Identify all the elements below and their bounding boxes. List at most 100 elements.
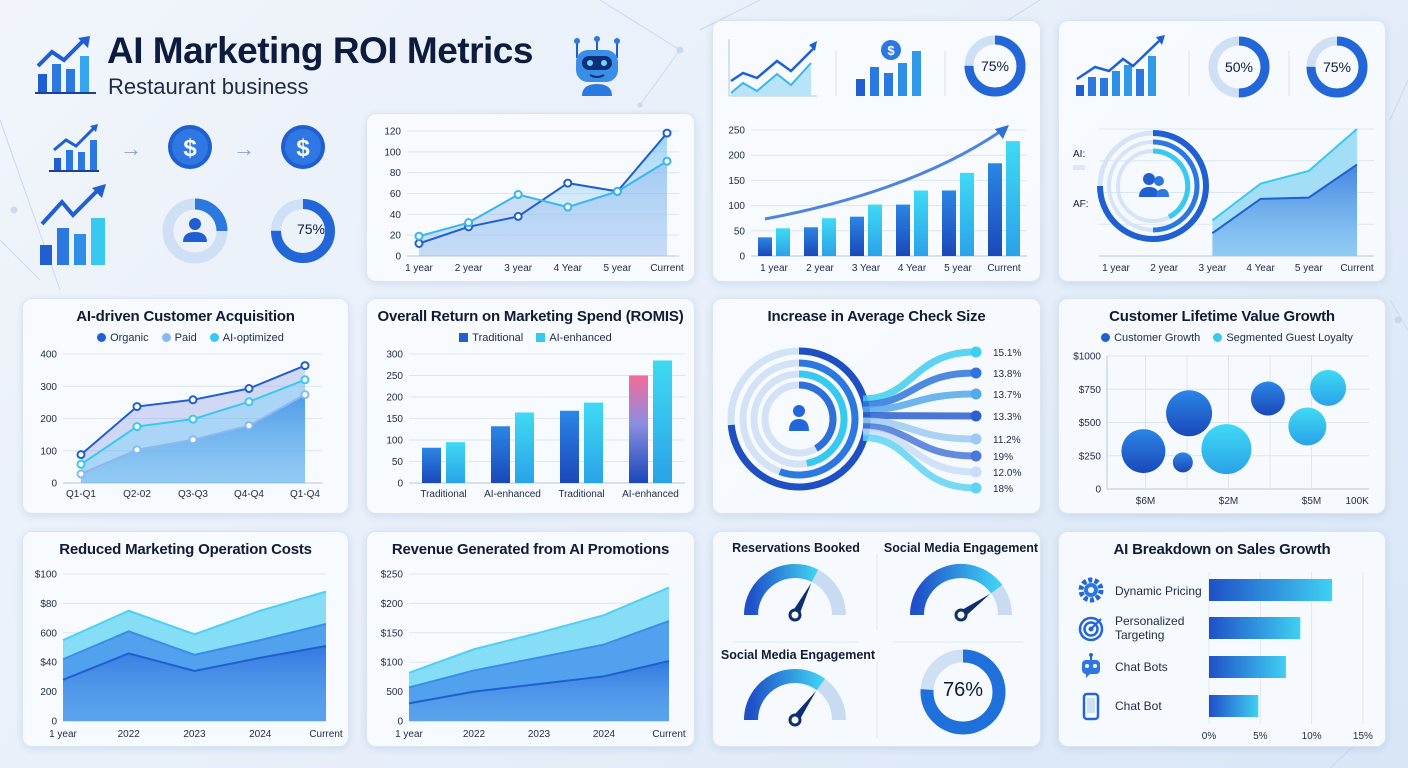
trend-arrow [764, 129, 1002, 221]
series-line [418, 160, 668, 238]
chart-title: Overall Return on Marketing Spend (ROMIS… [377, 308, 684, 325]
data-point [414, 231, 424, 241]
dollar-bars-icon: $ [856, 40, 921, 96]
y-tick-label: $1000 [1073, 352, 1101, 363]
customer-growth-area-panel: 50% 75% AI: AF: 1 year 2 year 3 year 4 Year… [1058, 20, 1386, 282]
bubble [1250, 381, 1285, 416]
chart-svg [733, 554, 1023, 738]
chart-legend: Organic Paid AI-optimized [23, 332, 348, 344]
x-tick-label: Current [309, 729, 343, 740]
bar [1209, 617, 1301, 639]
target-icon [1078, 616, 1104, 642]
y-tick-label: 0 [397, 717, 403, 728]
x-tick-label: Q3-Q3 [178, 489, 208, 500]
flow-dot [970, 433, 982, 445]
kpi-icon-row: $ [728, 35, 1026, 97]
legend-label: Segmented Guest Loyalty [1226, 332, 1353, 344]
check-size-label: 13.8% [993, 369, 1021, 380]
bar-label: Chat Bot [1115, 699, 1162, 713]
x-tick-label: 2024 [593, 729, 616, 740]
x-tick-label: 5% [1253, 731, 1268, 742]
flow-dot [970, 466, 982, 478]
gauge-pivot [788, 713, 802, 727]
flow-band [862, 417, 976, 443]
donut-label: 75% [980, 58, 1010, 74]
chart-svg: 0 $250 $500 $750 $1000 $6M $2M $5M 100K [1073, 352, 1369, 508]
bar [422, 447, 441, 483]
percent-donut [964, 35, 1026, 97]
data-point [513, 211, 523, 221]
legend-label: Paid [174, 332, 197, 344]
bubble [1310, 369, 1347, 406]
svg-text:$: $ [887, 43, 895, 58]
growth-bar-chart-panel: $ 75% 0 50 100 150 200 250 1 year 2 year 3 Year 4… [712, 20, 1041, 282]
data-point [76, 459, 86, 469]
x-tick-label: 2023 [183, 729, 206, 740]
kpi-icon-row [1076, 35, 1368, 98]
x-tick-label: 3 year [504, 263, 532, 274]
x-tick-label: 2022 [463, 729, 486, 740]
person-icon-body [789, 419, 809, 431]
x-tick-label: 2022 [118, 729, 141, 740]
donut-label: 76% [942, 679, 984, 701]
x-tick-label: 2 year [455, 263, 483, 274]
check-size-label: 19% [993, 452, 1013, 463]
chart-svg: 0 500 $100 $150 $200 $250 1 year 2022 2023 2024 Cu… [381, 570, 686, 741]
roi-icon-cluster: → $ → $ [40, 124, 335, 265]
chart-svg: 0 50 100 150 200 250 1 year 2 year 3 Year 4 Year 5… [728, 125, 1027, 274]
flow-dot [970, 346, 982, 358]
x-tick-label: 2023 [528, 729, 551, 740]
customer-rings [1097, 130, 1209, 242]
x-tick-label: $5M [1302, 496, 1321, 507]
data-point [300, 361, 310, 371]
x-tick-label: 3 year [1199, 263, 1227, 274]
data-point [563, 178, 573, 188]
flow-band [862, 423, 976, 460]
y-tick-label: $200 [381, 599, 404, 610]
dollar-coin-icon: $ [168, 125, 212, 169]
chart-title: AI-driven Customer Acquisition [76, 308, 295, 325]
y-tick-label: 150 [728, 176, 745, 187]
data-point [300, 390, 310, 400]
flow-band [862, 428, 976, 476]
data-point [244, 421, 254, 431]
data-point [76, 469, 86, 479]
x-tick-label: 100K [1345, 496, 1369, 507]
bar [960, 172, 974, 256]
data-point [513, 190, 523, 200]
y-tick-label: 100 [386, 436, 403, 447]
y-tick-label: 300 [386, 350, 403, 361]
bubble [1172, 452, 1193, 473]
legend-label: Traditional [472, 332, 524, 344]
y-tick-label: 0 [51, 717, 57, 728]
customer-donut-icon [162, 198, 228, 264]
robot-icon [1082, 653, 1100, 678]
bar [653, 360, 672, 483]
x-tick-label: Q2-02 [123, 489, 151, 500]
y-tick-label: $40 [40, 658, 57, 669]
x-tick-label: 15% [1353, 731, 1373, 742]
series-swatch [1073, 165, 1085, 170]
series-area [419, 133, 667, 256]
gauges-panel: Reservations Booked Social Media Engagem… [712, 531, 1041, 747]
flow-band [862, 390, 976, 414]
bar [988, 163, 1002, 256]
bar [850, 216, 864, 256]
line-trend-icon [728, 39, 817, 97]
y-tick-label: $500 [1079, 418, 1102, 429]
x-tick-label: 5 year [1295, 263, 1323, 274]
flow-dot [970, 410, 982, 422]
data-point [188, 395, 198, 405]
bar [758, 237, 772, 256]
legend-swatch [1101, 333, 1111, 342]
gauge-pivot [954, 608, 968, 622]
x-tick-label: 5 year [604, 263, 632, 274]
bar [491, 426, 510, 483]
bubble [1166, 390, 1213, 437]
data-point [662, 128, 672, 138]
customer-acquisition-panel: AI-driven Customer Acquisition Organic P… [22, 298, 349, 514]
check-size-label: 13.7% [993, 390, 1021, 401]
series-area [409, 661, 669, 721]
growth-bars-icon [40, 184, 106, 265]
data-point [244, 384, 254, 394]
